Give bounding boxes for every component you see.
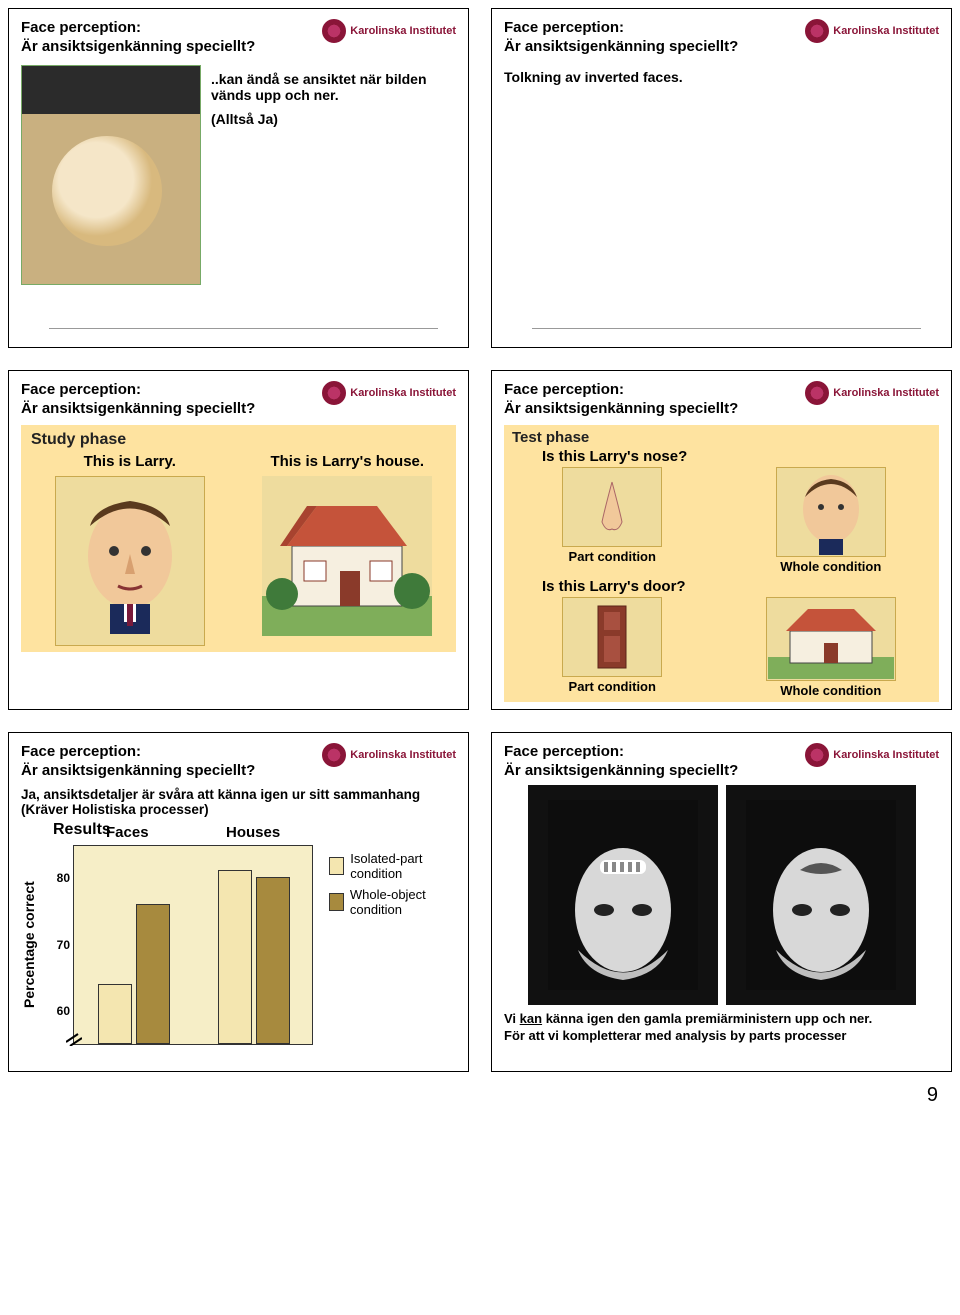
part-cap-2: Part condition: [512, 679, 713, 694]
logo: Karolinska Institutet: [805, 19, 939, 43]
nose-part-image: [562, 467, 662, 547]
logo: Karolinska Institutet: [322, 19, 456, 43]
slide-title: Face perception: Är ansiktsigenkänning s…: [504, 743, 738, 781]
question-1: Is this Larry's nose?: [542, 448, 931, 465]
legend-swatch: [329, 857, 344, 875]
cap1-pre: Vi: [504, 1011, 520, 1026]
slide1-text1: ..kan ändå se ansiktet när bilden vänds …: [211, 71, 456, 103]
slide6-caption2: För att vi kompletterar med analysis by …: [504, 1028, 939, 1043]
slide6-caption1: Vi kan känna igen den gamla premiärminis…: [504, 1011, 939, 1026]
slide-6: Face perception: Är ansiktsigenkänning s…: [491, 732, 952, 1072]
arcimboldo-image: [21, 65, 201, 285]
y-tick: 80: [46, 871, 70, 885]
band-title: Test phase: [512, 429, 931, 446]
question-2: Is this Larry's door?: [542, 578, 931, 595]
whole-cap-2: Whole condition: [731, 683, 932, 698]
slide-title: Face perception: Är ansiktsigenkänning s…: [21, 743, 255, 781]
chart-legend: Isolated-part condition Whole-object cond…: [329, 845, 456, 1045]
slide-title: Face perception: Är ansiktsigenkänning s…: [504, 19, 738, 57]
part-cap-1: Part condition: [512, 549, 713, 564]
logo-seal-icon: [805, 743, 829, 767]
bar: [218, 870, 252, 1043]
logo-text: Karolinska Institutet: [833, 749, 939, 761]
legend-label: Whole-object condition: [350, 887, 456, 917]
legend-label: Isolated-part condition: [350, 851, 456, 881]
door-part-image: [562, 597, 662, 677]
logo: Karolinska Institutet: [322, 381, 456, 405]
slide-5: Face perception: Är ansiktsigenkänning s…: [8, 732, 469, 1072]
title-line1: Face perception:: [504, 381, 738, 400]
slide2-text1: Tolkning av inverted faces.: [504, 69, 939, 85]
slide-2: Face perception: Är ansiktsigenkänning s…: [491, 8, 952, 348]
thatcher-left: [528, 785, 718, 1005]
col1-caption: This is Larry.: [31, 453, 229, 470]
band-title: Study phase: [31, 431, 446, 449]
logo-seal-icon: [322, 19, 346, 43]
bar: [98, 984, 132, 1044]
group-label: Houses: [226, 824, 280, 841]
y-tick: 60: [46, 1004, 70, 1018]
title-line2: Är ansiktsigenkänning speciellt?: [21, 762, 255, 781]
logo: Karolinska Institutet: [805, 381, 939, 405]
legend-swatch: [329, 893, 344, 911]
title-line1: Face perception:: [504, 743, 738, 762]
slide-grid: Face perception: Är ansiktsigenkänning s…: [8, 8, 952, 1072]
logo-seal-icon: [322, 743, 346, 767]
col2-caption: This is Larry's house.: [249, 453, 447, 470]
bar: [256, 877, 290, 1044]
slide-1: Face perception: Är ansiktsigenkänning s…: [8, 8, 469, 348]
title-line2: Är ansiktsigenkänning speciellt?: [21, 400, 255, 419]
slide-title: Face perception: Är ansiktsigenkänning s…: [21, 381, 255, 419]
logo-seal-icon: [805, 381, 829, 405]
bar: [136, 904, 170, 1044]
title-line1: Face perception:: [21, 743, 255, 762]
slide5-subtext: Ja, ansiktsdetaljer är svåra att känna i…: [21, 787, 456, 817]
title-line2: Är ansiktsigenkänning speciellt?: [21, 38, 255, 57]
logo-seal-icon: [322, 381, 346, 405]
slide-4: Face perception: Är ansiktsigenkänning s…: [491, 370, 952, 710]
y-axis-label: Percentage correct: [21, 845, 37, 1045]
page-number: 9: [0, 1084, 938, 1107]
cap1-post: känna igen den gamla premiärministern up…: [542, 1011, 872, 1026]
footer-rule: [532, 328, 921, 329]
legend-item: Whole-object condition: [329, 887, 456, 917]
logo: Karolinska Institutet: [805, 743, 939, 767]
larry-face-image: [55, 476, 205, 646]
slide-title: Face perception: Är ansiktsigenkänning s…: [21, 19, 255, 57]
thatcher-images: [504, 785, 939, 1005]
face-whole-image: [776, 467, 886, 557]
title-line1: Face perception:: [504, 19, 738, 38]
logo-seal-icon: [805, 19, 829, 43]
whole-cap-1: Whole condition: [731, 559, 932, 574]
slide-title: Face perception: Är ansiktsigenkänning s…: [504, 381, 738, 419]
bar-chart: Percentage correct 607080FacesHouses Iso…: [21, 845, 456, 1045]
y-tick: 70: [46, 938, 70, 952]
logo-text: Karolinska Institutet: [350, 387, 456, 399]
house-whole-image: [766, 597, 896, 681]
legend-item: Isolated-part condition: [329, 851, 456, 881]
logo-text: Karolinska Institutet: [350, 749, 456, 761]
logo-text: Karolinska Institutet: [350, 25, 456, 37]
study-phase-band: Study phase This is Larry.: [21, 425, 456, 652]
logo-text: Karolinska Institutet: [833, 25, 939, 37]
larry-house-image: [262, 476, 432, 636]
thatcher-right: [726, 785, 916, 1005]
title-line1: Face perception:: [21, 381, 255, 400]
footer-rule: [49, 328, 438, 329]
title-line2: Är ansiktsigenkänning speciellt?: [504, 762, 738, 781]
title-line1: Face perception:: [21, 19, 255, 38]
title-line2: Är ansiktsigenkänning speciellt?: [504, 400, 738, 419]
slide1-text2: (Alltså Ja): [211, 111, 456, 127]
chart-area: 607080FacesHouses: [73, 845, 313, 1045]
title-line2: Är ansiktsigenkänning speciellt?: [504, 38, 738, 57]
slide-3: Face perception: Är ansiktsigenkänning s…: [8, 370, 469, 710]
logo-text: Karolinska Institutet: [833, 387, 939, 399]
cap1-under: kan: [520, 1011, 542, 1026]
logo: Karolinska Institutet: [322, 743, 456, 767]
group-label: Faces: [106, 824, 149, 841]
test-phase-band: Test phase Is this Larry's nose? Part co…: [504, 425, 939, 702]
